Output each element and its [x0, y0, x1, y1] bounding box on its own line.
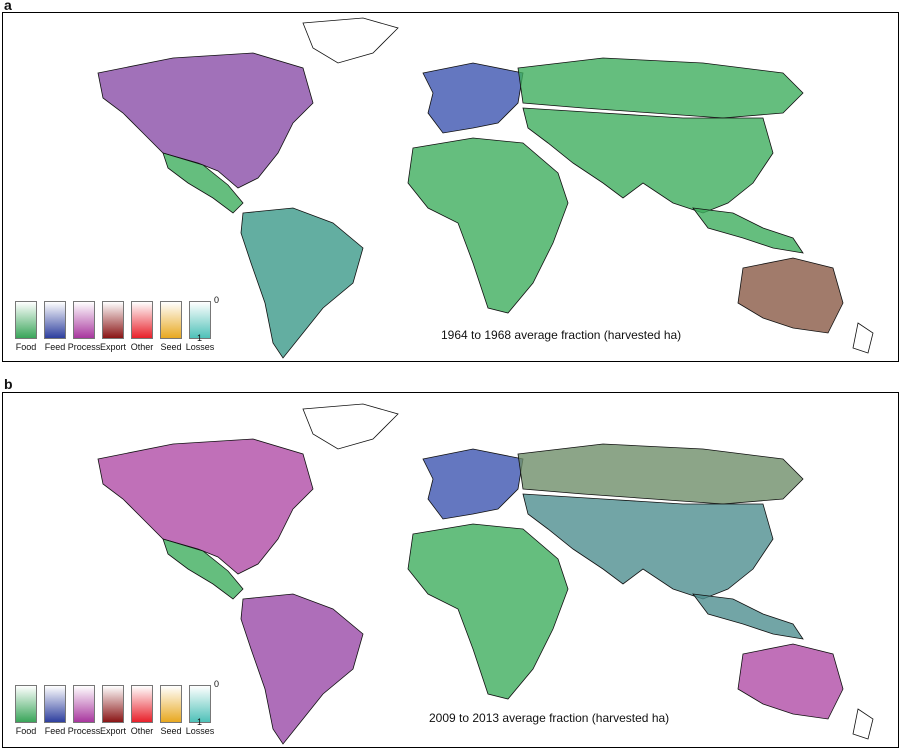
map-panel-b: Food Feed Process Export Other Seed Losses 0 1 2…: [2, 392, 899, 748]
legend-swatch-export: [102, 301, 124, 339]
region-europe: [422, 62, 524, 134]
legend-label-food: Food: [15, 726, 37, 736]
region-nz: [852, 708, 874, 740]
region-south-america: [240, 593, 364, 745]
caption-a: 1964 to 1968 average fraction (harvested…: [441, 328, 682, 342]
legend-swatch-food: [15, 685, 37, 723]
caption-b: 2009 to 2013 average fraction (harvested…: [429, 711, 670, 725]
region-nz: [852, 322, 874, 354]
region-north-america: [97, 438, 314, 575]
region-se-asia: [692, 207, 804, 254]
region-africa: [407, 523, 569, 700]
legend-label-seed: Seed: [160, 726, 182, 736]
region-greenland: [302, 17, 399, 64]
region-se-asia: [692, 593, 804, 640]
scale-top-label: 0: [214, 679, 220, 689]
legend-label-process: Process: [67, 342, 101, 352]
legend-swatch-process: [73, 301, 95, 339]
legend-label-other: Other: [130, 342, 154, 352]
region-asia: [522, 107, 774, 214]
legend-swatch-other: [131, 685, 153, 723]
scale-top-label: 0: [214, 295, 220, 305]
scale-bottom-label: 1: [197, 333, 203, 343]
legend-label-losses: Losses: [185, 342, 215, 352]
legend-label-other: Other: [130, 726, 154, 736]
panel-b-letter: b: [4, 376, 13, 392]
legend-swatch-export: [102, 685, 124, 723]
region-central-america: [162, 538, 244, 600]
legend-label-feed: Feed: [44, 342, 66, 352]
legend-swatch-process: [73, 685, 95, 723]
panel-a-letter: a: [4, 0, 12, 13]
region-australia: [737, 257, 844, 334]
legend-label-export: Export: [99, 342, 126, 352]
region-south-america: [240, 207, 364, 359]
legend-label-losses: Losses: [185, 726, 215, 736]
legend-label-seed: Seed: [160, 342, 182, 352]
legend-label-process: Process: [67, 726, 101, 736]
legend-swatch-other: [131, 301, 153, 339]
scale-bottom-label: 1: [197, 717, 203, 727]
legend-label-feed: Feed: [44, 726, 66, 736]
region-australia: [737, 643, 844, 720]
region-greenland: [302, 403, 399, 450]
legend-swatch-food: [15, 301, 37, 339]
region-africa: [407, 137, 569, 314]
legend-swatch-feed: [44, 685, 66, 723]
region-europe: [422, 448, 524, 520]
region-asia: [522, 493, 774, 600]
region-central-america: [162, 152, 244, 214]
world-map-a: [97, 17, 874, 359]
legend-label-food: Food: [15, 342, 37, 352]
region-russia: [517, 57, 804, 119]
legend-label-export: Export: [99, 726, 126, 736]
legend-swatch-feed: [44, 301, 66, 339]
world-map-b: [97, 403, 874, 745]
legend-swatch-seed: [160, 301, 182, 339]
legend-swatch-losses: [189, 301, 211, 339]
legend-swatch-losses: [189, 685, 211, 723]
map-panel-a: Food Feed Process Export Other Seed Losses 0 1 1…: [2, 12, 899, 362]
region-north-america: [97, 52, 314, 189]
legend-swatch-seed: [160, 685, 182, 723]
region-russia: [517, 443, 804, 505]
